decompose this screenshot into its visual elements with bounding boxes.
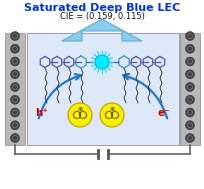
Text: ⊕: ⊕ [77,108,82,112]
Circle shape [185,133,194,143]
Text: CIE = (0.159, 0.115): CIE = (0.159, 0.115) [59,12,144,21]
Circle shape [68,103,92,127]
Circle shape [10,133,19,143]
Circle shape [10,95,19,104]
Circle shape [10,121,19,130]
FancyBboxPatch shape [5,33,25,145]
Circle shape [185,32,194,40]
Circle shape [185,108,194,117]
Circle shape [10,32,19,40]
Text: Saturated Deep Blue LEC: Saturated Deep Blue LEC [24,3,179,13]
Text: h⁺: h⁺ [35,108,48,118]
Circle shape [100,103,123,127]
Circle shape [10,83,19,91]
Circle shape [10,70,19,79]
Circle shape [185,44,194,53]
Circle shape [94,55,109,69]
Circle shape [185,70,194,79]
Circle shape [185,95,194,104]
Circle shape [185,83,194,91]
FancyBboxPatch shape [179,33,199,145]
Polygon shape [62,19,141,41]
Circle shape [185,121,194,130]
Circle shape [185,57,194,66]
Circle shape [10,44,19,53]
FancyBboxPatch shape [27,33,178,145]
Text: e⁻: e⁻ [157,108,170,118]
Text: ⊕: ⊕ [109,108,114,112]
Circle shape [10,108,19,117]
Circle shape [10,57,19,66]
